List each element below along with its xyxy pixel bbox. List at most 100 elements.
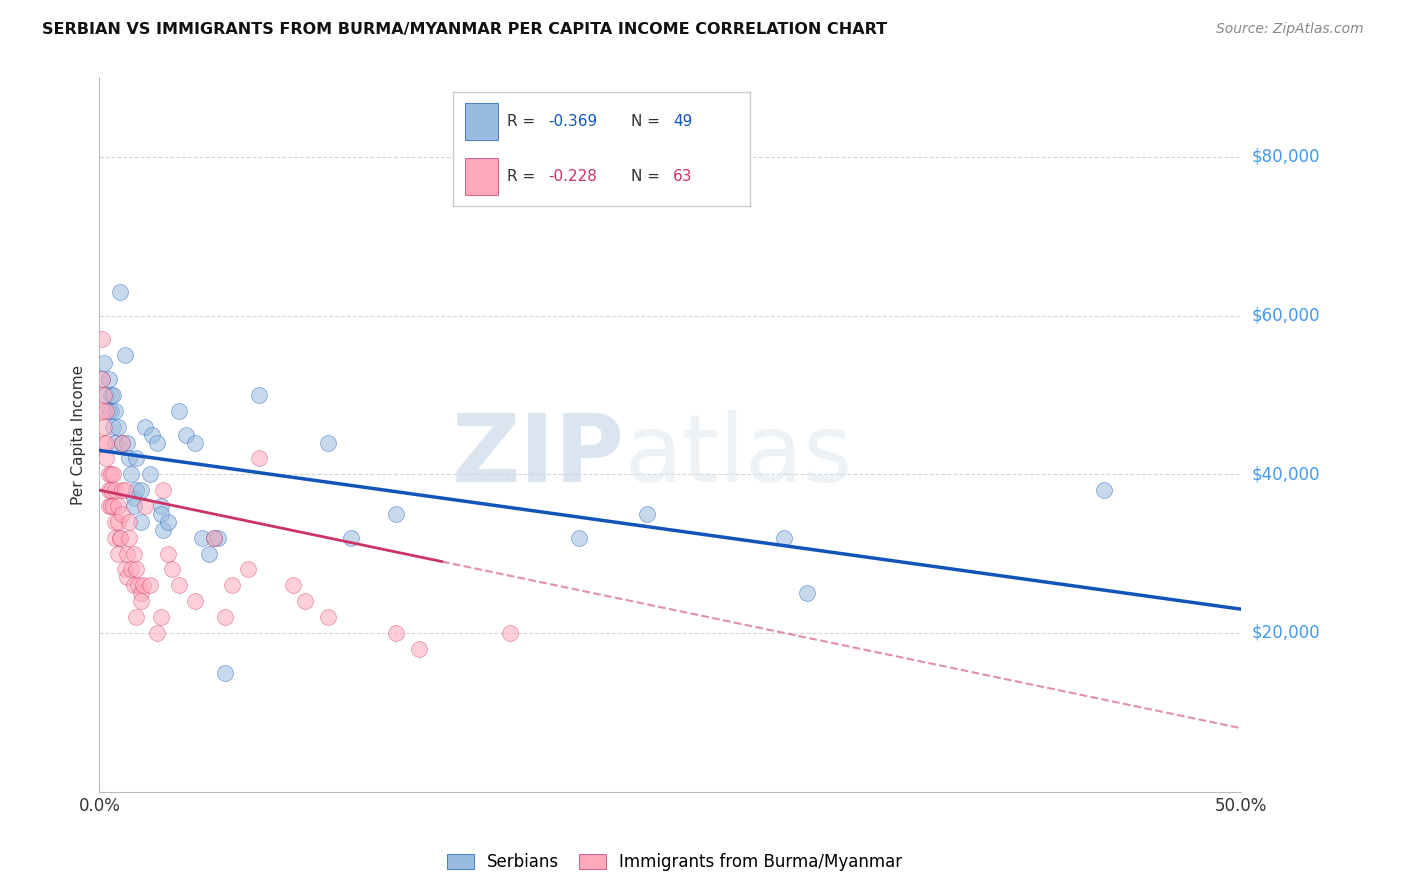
Point (221, 578, 243, 592)
Point (114, 348, 136, 362)
Point (150, 507, 173, 521)
Point (129, 483, 152, 497)
Point (150, 499, 173, 513)
Point (115, 547, 138, 561)
Point (97, 499, 120, 513)
Point (125, 562, 148, 576)
Point (96, 451, 118, 466)
Point (111, 483, 134, 497)
Point (96, 388, 118, 402)
Point (568, 531, 591, 545)
Point (107, 515, 129, 529)
Legend: Serbians, Immigrants from Burma/Myanmar: Serbians, Immigrants from Burma/Myanmar (439, 845, 911, 880)
Point (93, 435, 115, 450)
Point (115, 570, 138, 584)
Point (122, 499, 145, 513)
Point (184, 594, 207, 608)
Point (184, 435, 207, 450)
Point (162, 562, 184, 576)
Point (294, 594, 316, 608)
Point (150, 610, 173, 624)
Point (1092, 483, 1115, 497)
Point (156, 547, 179, 561)
Point (120, 562, 142, 576)
Point (214, 665, 236, 680)
Point (114, 483, 136, 497)
Point (122, 547, 145, 561)
Point (129, 594, 152, 608)
Point (145, 626, 167, 640)
Point (101, 388, 124, 402)
Point (118, 531, 141, 545)
Point (134, 419, 156, 434)
Point (101, 419, 124, 434)
Text: atlas: atlas (624, 410, 853, 502)
Point (97, 372, 120, 386)
Text: $40,000: $40,000 (1253, 466, 1320, 483)
Text: $80,000: $80,000 (1253, 148, 1320, 166)
Point (125, 451, 148, 466)
Point (122, 491, 145, 505)
Point (283, 578, 305, 592)
Point (247, 388, 270, 402)
Point (134, 499, 156, 513)
Point (191, 531, 214, 545)
Point (111, 435, 134, 450)
Point (115, 435, 138, 450)
Point (100, 403, 122, 417)
Point (316, 435, 339, 450)
Point (101, 499, 124, 513)
Y-axis label: Per Capita Income: Per Capita Income (72, 365, 86, 505)
Point (104, 403, 127, 417)
Point (207, 531, 229, 545)
Point (316, 610, 339, 624)
Point (202, 531, 225, 545)
Point (104, 515, 127, 529)
Point (101, 467, 124, 482)
Point (118, 515, 141, 529)
Point (90, 372, 112, 386)
Text: $20,000: $20,000 (1253, 624, 1320, 642)
Point (96, 403, 118, 417)
Point (499, 626, 522, 640)
Point (156, 515, 179, 529)
Point (796, 586, 818, 600)
Point (93, 419, 115, 434)
Point (111, 435, 134, 450)
Point (97, 483, 120, 497)
Point (122, 578, 145, 592)
Point (141, 427, 163, 442)
Point (108, 531, 131, 545)
Point (773, 531, 796, 545)
Text: ZIP: ZIP (451, 410, 624, 502)
Point (127, 578, 149, 592)
Point (236, 562, 259, 576)
Point (97, 403, 120, 417)
Point (174, 427, 197, 442)
Point (214, 610, 236, 624)
Point (339, 531, 361, 545)
Text: SERBIAN VS IMMIGRANTS FROM BURMA/MYANMAR PER CAPITA INCOME CORRELATION CHART: SERBIAN VS IMMIGRANTS FROM BURMA/MYANMAR… (42, 22, 887, 37)
Point (169, 578, 191, 592)
Point (125, 610, 148, 624)
Point (636, 507, 658, 521)
Point (385, 507, 408, 521)
Point (129, 586, 152, 600)
Point (97, 467, 120, 482)
Point (104, 531, 127, 545)
Point (90, 372, 112, 386)
Point (385, 626, 408, 640)
Point (104, 483, 127, 497)
Text: $60,000: $60,000 (1253, 307, 1320, 325)
Point (96, 435, 118, 450)
Point (104, 435, 127, 450)
Point (114, 562, 136, 576)
Point (408, 641, 430, 656)
Point (108, 531, 131, 545)
Point (93, 356, 115, 370)
Point (169, 403, 191, 417)
Point (145, 435, 167, 450)
Text: Source: ZipAtlas.com: Source: ZipAtlas.com (1216, 22, 1364, 37)
Point (90, 403, 112, 417)
Point (100, 483, 122, 497)
